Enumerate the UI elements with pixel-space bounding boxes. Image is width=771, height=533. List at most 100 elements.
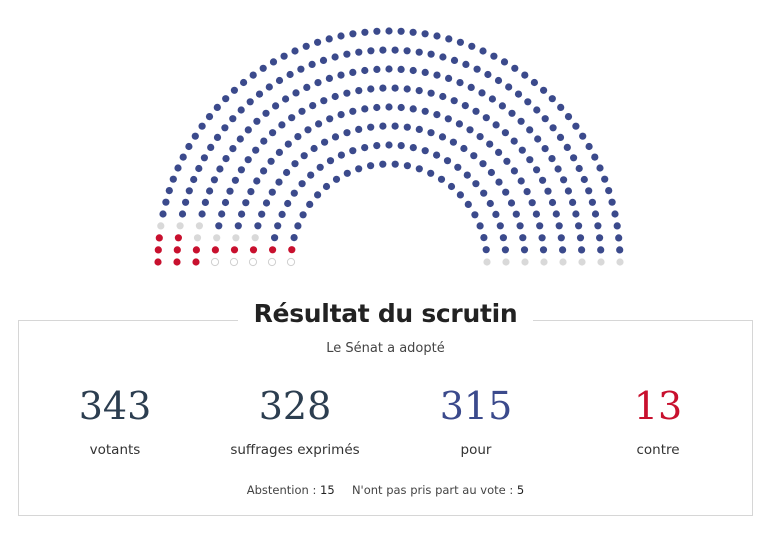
seat-pour (438, 133, 447, 141)
seat-pour (288, 114, 296, 122)
seat-pour (498, 102, 506, 110)
stat-exprimes: 328 suffrages exprimés (205, 383, 385, 458)
seat-pour (495, 148, 503, 156)
seat-pour (524, 98, 532, 106)
seat-pour (182, 198, 190, 206)
stat-exprimes-value: 328 (258, 384, 332, 428)
seat-pour (379, 122, 387, 130)
seat-pour (326, 157, 335, 165)
seat-abstention (176, 222, 184, 230)
seat-non_votant (267, 257, 277, 267)
seat-pour (433, 151, 441, 159)
seat-pour (283, 168, 291, 177)
seat-pour (367, 85, 375, 93)
seat-pour (290, 189, 298, 197)
seat-pour (391, 46, 399, 54)
seat-pour (447, 182, 456, 191)
seat-pour (397, 27, 405, 35)
seat-pour (292, 89, 300, 97)
seat-pour (456, 38, 464, 46)
seat-pour (514, 90, 523, 98)
seat-pour (159, 210, 167, 218)
seat-pour (467, 83, 475, 91)
seat-pour (454, 163, 462, 171)
seat-pour (409, 28, 417, 36)
seat-pour (588, 198, 597, 206)
seat-pour (379, 46, 387, 54)
seat-pour (548, 95, 556, 103)
seat-pour (517, 117, 525, 125)
seat-contre (174, 234, 182, 242)
seat-pour (409, 144, 417, 152)
seat-pour (540, 86, 548, 94)
seat-abstention (521, 258, 529, 266)
seat-pour (361, 66, 369, 75)
seat-pour (349, 30, 357, 38)
seat-pour (291, 47, 299, 55)
seat-pour (564, 187, 573, 195)
seat-pour (403, 162, 411, 170)
seat-pour (238, 210, 246, 218)
seat-pour (165, 187, 173, 195)
seat-pour (409, 105, 417, 113)
seat-pour (463, 171, 471, 179)
seat-pour (575, 164, 583, 173)
stat-exprimes-label: suffrages exprimés (230, 442, 360, 458)
seat-pour (316, 163, 324, 171)
seat-pour (332, 175, 341, 183)
seat-pour (349, 147, 357, 155)
seat-pour (258, 210, 266, 218)
seat-pour (326, 115, 334, 123)
seat-pour (244, 156, 252, 164)
seat-pour (322, 182, 331, 191)
seat-pour (403, 85, 411, 93)
seat-pour (476, 133, 484, 141)
seat-pour (385, 141, 393, 149)
seat-pour (206, 187, 214, 195)
seat-pour (284, 140, 292, 148)
seat-pour (472, 180, 480, 188)
seat-pour (615, 234, 623, 242)
seat-pour (325, 35, 333, 43)
seat-pour (237, 166, 245, 174)
seat-pour (601, 175, 609, 183)
result-subtitle: Le Sénat a adopté (326, 341, 445, 356)
seat-pour (246, 98, 254, 106)
seat-non_votant (248, 257, 258, 267)
seat-pour (549, 124, 557, 132)
seat-contre (155, 234, 163, 242)
seat-pour (526, 156, 534, 164)
seat-pour (282, 95, 290, 103)
seat-pour (247, 188, 255, 196)
seat-pour (539, 246, 548, 254)
seat-pour (460, 144, 468, 153)
seat-pour (468, 42, 476, 50)
seat-pour (314, 191, 322, 199)
seat-pour (466, 126, 474, 134)
seat-pour (253, 117, 261, 125)
seat-pour (337, 32, 345, 40)
stat-votants-label: votants (89, 442, 141, 458)
seat-pour (585, 142, 593, 151)
seat-pour (450, 97, 458, 105)
seat-pour (337, 111, 345, 119)
seat-pour (315, 120, 323, 128)
seat-pour (579, 132, 587, 140)
seat-pour (559, 246, 567, 254)
seat-pour (297, 65, 305, 73)
seat-abstention (157, 222, 165, 230)
seat-pour (179, 153, 187, 161)
seat-pour (597, 246, 605, 254)
seat-pour (343, 89, 351, 97)
seat-pour (162, 198, 170, 206)
seat-pour (222, 155, 230, 163)
seat-contre (192, 258, 200, 266)
seat-pour (260, 137, 268, 145)
seat-pour (190, 175, 198, 184)
seat-contre (154, 246, 162, 254)
seat-pour (373, 27, 381, 35)
seat-pour (373, 142, 381, 150)
seat-pour (331, 92, 339, 101)
seat-pour (403, 123, 411, 131)
seat-pour (421, 30, 429, 38)
